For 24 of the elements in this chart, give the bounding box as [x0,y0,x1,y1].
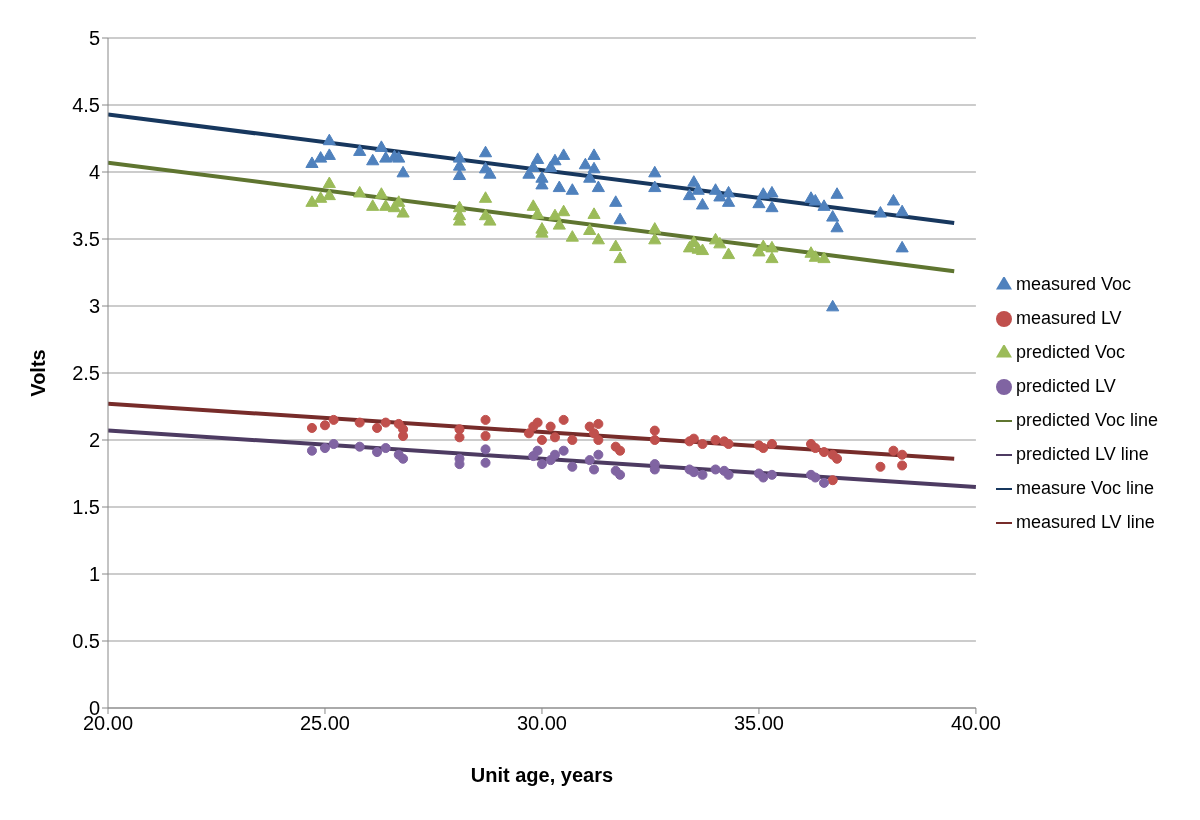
x-tick-label: 40.00 [950,712,1001,735]
y-tick-label: 1.5 [72,496,100,519]
y-tick-label: 4.5 [72,94,100,117]
y-tick-label: 2.5 [72,362,100,385]
y-tick-label: 4 [88,161,100,184]
x-tick-label: 25.00 [299,712,351,735]
legend-label: measured Voc [1015,274,1131,294]
y-tick-label: 5 [88,27,100,50]
x-tick-label: 35.00 [733,712,784,735]
legend-label: predicted LV line [1015,444,1149,464]
y-tick-label: 2 [88,429,100,452]
legend-label: predicted Voc line [1015,410,1158,430]
legend-label: predicted Voc [1015,342,1125,362]
y-tick-label: 1 [88,563,100,586]
y-axis-title: Volts [27,349,50,397]
legend-label: measured LV [1015,308,1122,328]
y-tick-label: 0.5 [72,630,100,653]
y-tick-label: 3 [88,295,100,318]
legend-label: predicted LV [1015,376,1116,396]
legend-label: measure Voc line [1015,478,1154,498]
x-axis-title: Unit age, years [470,764,614,787]
y-tick-label: 3.5 [72,228,100,251]
legend-label: measured LV line [1015,512,1155,532]
x-tick-label: 30.00 [516,712,567,735]
